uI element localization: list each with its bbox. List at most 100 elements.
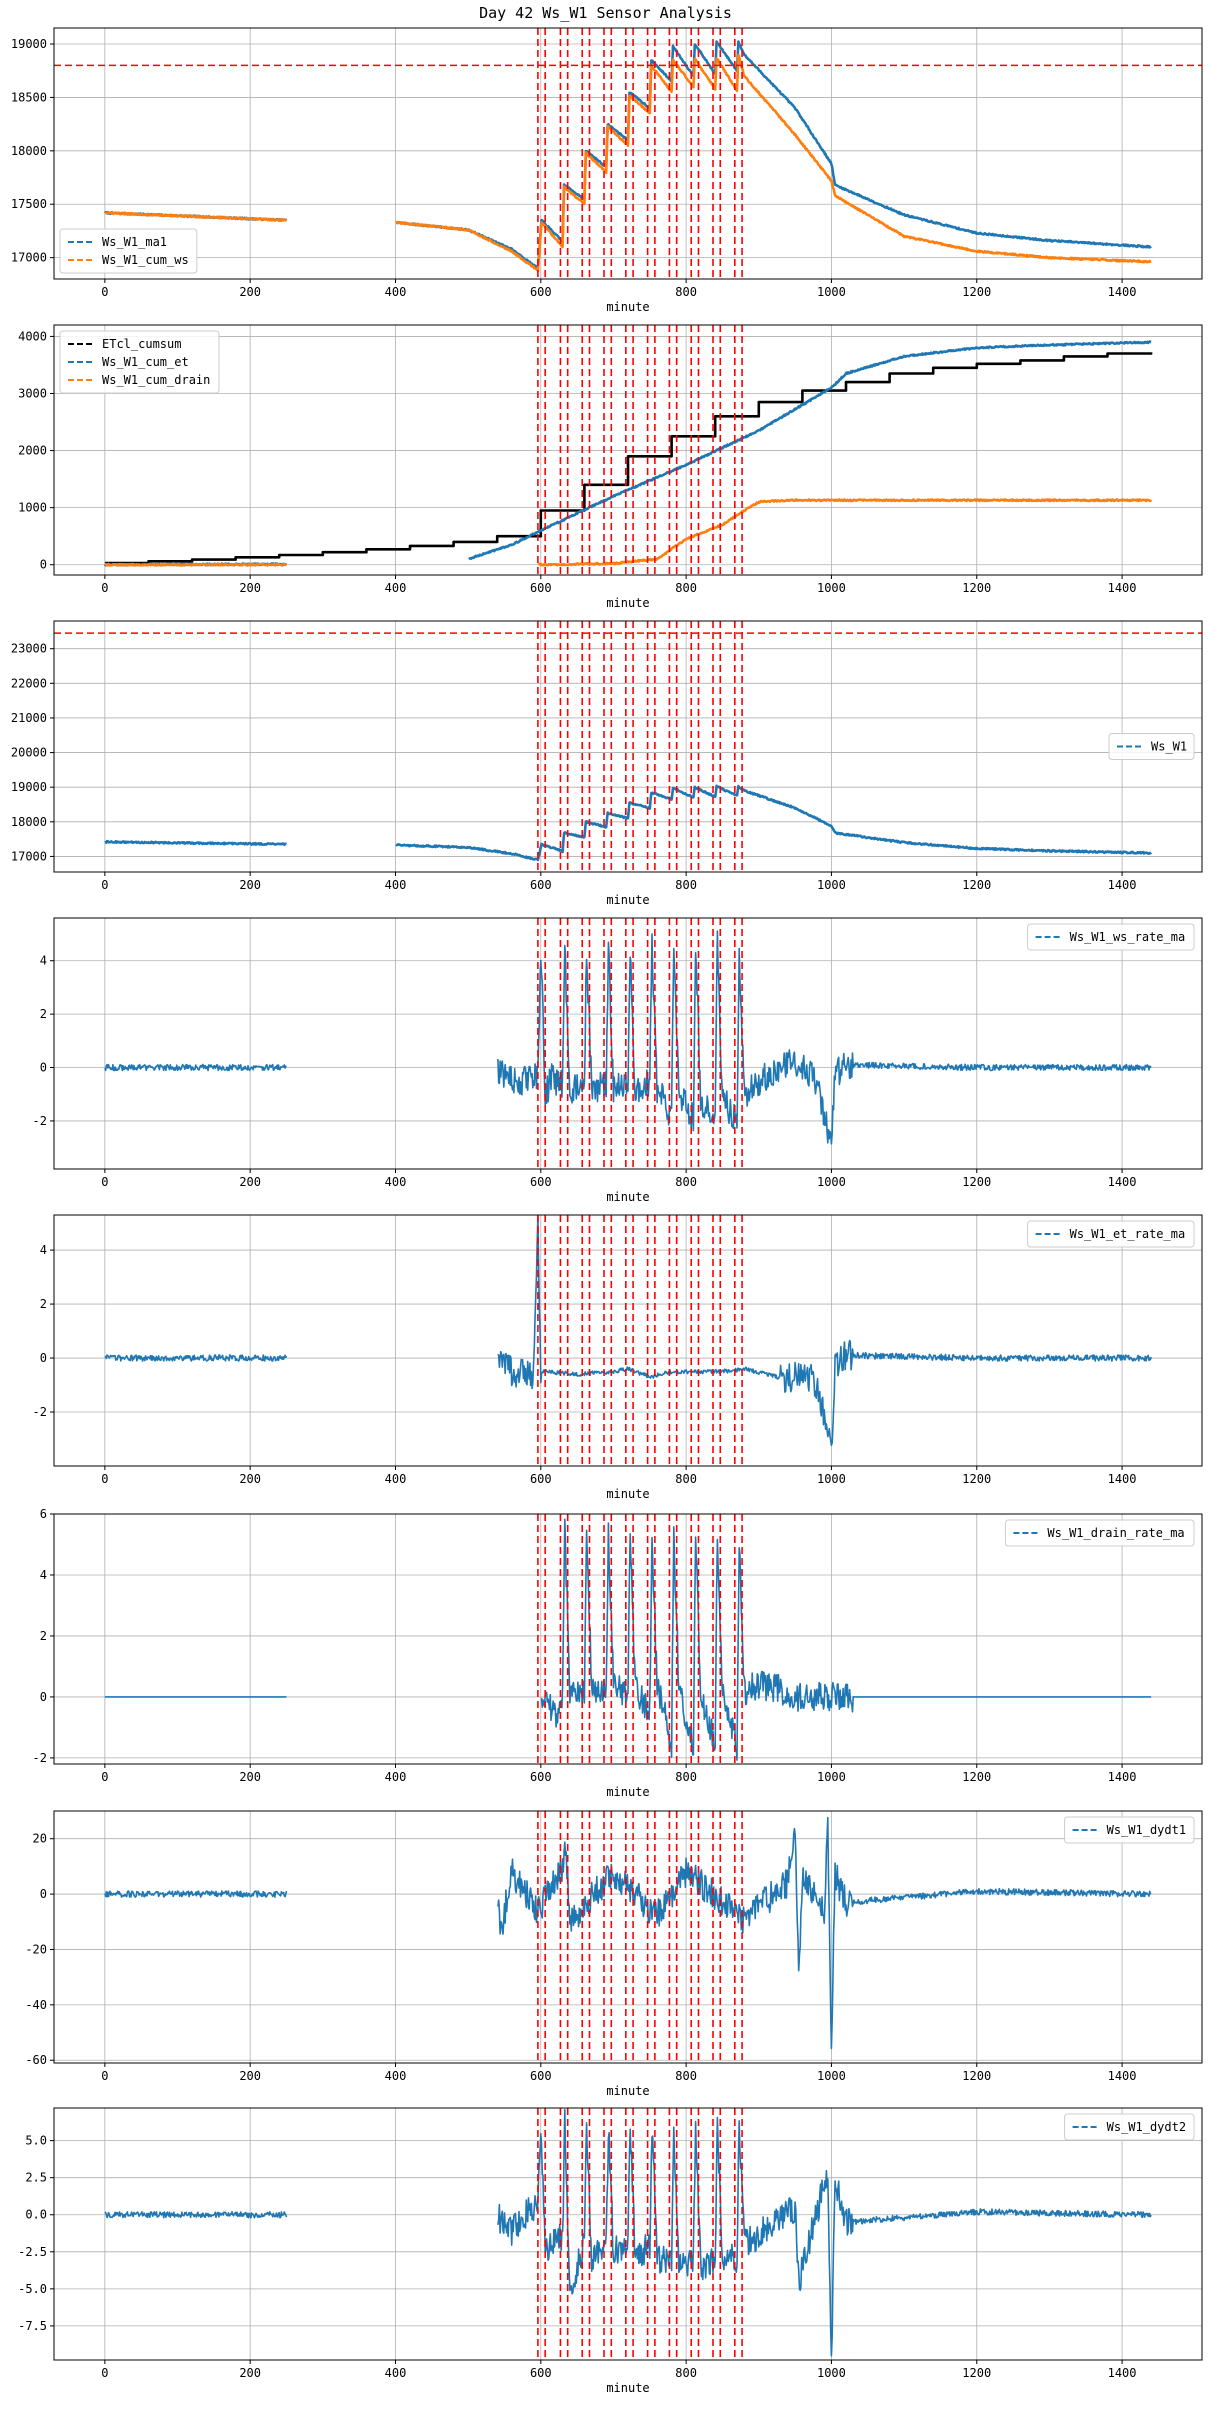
figure-title: Day 42 Ws_W1 Sensor Analysis: [479, 4, 732, 22]
x-tick-label: 1400: [1108, 1472, 1137, 1486]
x-tick-label: 1200: [962, 1175, 991, 1189]
x-tick-label: 400: [385, 285, 407, 299]
y-tick-label: 4: [40, 1243, 47, 1257]
legend-label: Ws_W1_ma1: [102, 235, 167, 249]
x-tick-label: 600: [530, 2366, 552, 2380]
y-tick-label: 0: [40, 1061, 47, 1075]
x-tick-label: 800: [675, 1472, 697, 1486]
subplot-2: 0 200 400 600 800 1000 1200 1400 0 1000 2000 3000 40…: [18, 324, 1203, 610]
x-tick-label: 600: [530, 1472, 552, 1486]
x-tick-label: 1000: [817, 285, 846, 299]
y-tick-label: 19000: [11, 780, 47, 794]
series-line-ws-w1-dydt1: [104, 1816, 1152, 2050]
x-tick-label: 1000: [817, 878, 846, 892]
series-line-ws-w1-ma1: [103, 40, 1152, 270]
x-tick-label: 0: [101, 285, 108, 299]
x-axis-label: minute: [606, 596, 649, 610]
y-tick-label: 17000: [11, 849, 47, 863]
x-tick-label: 200: [239, 878, 261, 892]
y-tick-label: 4: [40, 1568, 47, 1582]
x-tick-label: 1400: [1108, 1770, 1137, 1784]
y-tick-label: -2: [33, 1405, 47, 1419]
x-tick-label: 800: [675, 285, 697, 299]
y-tick-label: 0: [40, 1351, 47, 1365]
x-tick-label: 400: [385, 2366, 407, 2380]
legend-box: [59, 228, 198, 274]
subplot-7: 0 200 400 600 800 1000 1200 1400 -60 -40 -20 0 20 min…: [25, 1810, 1203, 2098]
x-axis-label: minute: [606, 1190, 649, 1204]
x-tick-label: 1400: [1108, 1175, 1137, 1189]
legend-box: [1004, 1519, 1195, 1547]
x-axis-label: minute: [606, 1487, 649, 1501]
y-tick-label: 18000: [11, 144, 47, 158]
legend-label: Ws_W1_dydt1: [1107, 1823, 1186, 1837]
legend-box: [1027, 1220, 1195, 1248]
x-tick-label: 600: [530, 878, 552, 892]
y-tick-label: 3000: [18, 386, 47, 400]
legend-box: [1064, 2113, 1195, 2141]
y-tick-label: 20: [33, 1832, 47, 1846]
x-tick-label: 0: [101, 878, 108, 892]
legend-label: Ws_W1_cum_drain: [102, 373, 210, 387]
x-tick-label: 800: [675, 1175, 697, 1189]
subplot-6: 0 200 400 600 800 1000 1200 1400 -2 0 2 4 6 minute Ws_…: [33, 1507, 1203, 1799]
y-tick-label: 22000: [11, 676, 47, 690]
y-tick-label: -7.5: [18, 2319, 47, 2333]
x-tick-label: 1000: [817, 581, 846, 595]
x-tick-label: 0: [101, 2366, 108, 2380]
axes-frame: [53, 1810, 1203, 2064]
x-tick-label: 400: [385, 1175, 407, 1189]
series-line-ws-w1: [104, 784, 1153, 862]
series-line-ws-w1-et-rate-ma: [104, 1214, 1152, 1446]
axes-frame: [53, 1513, 1203, 1765]
y-tick-label: 23000: [11, 642, 47, 656]
x-tick-label: 200: [239, 1175, 261, 1189]
x-tick-label: 200: [239, 581, 261, 595]
x-tick-label: 1400: [1108, 2366, 1137, 2380]
y-tick-label: -2: [33, 1751, 47, 1765]
axes-frame: [53, 324, 1203, 576]
x-tick-label: 800: [675, 1770, 697, 1784]
x-axis-label: minute: [606, 300, 649, 314]
y-tick-label: 18500: [11, 90, 47, 104]
legend: Ws_W1_dydt2: [1064, 2113, 1195, 2141]
y-tick-label: -2: [33, 1114, 47, 1128]
x-tick-label: 1400: [1108, 878, 1137, 892]
legend-box: [1108, 733, 1195, 760]
x-tick-label: 200: [239, 2366, 261, 2380]
x-tick-label: 1200: [962, 285, 991, 299]
y-tick-label: 17000: [11, 251, 47, 265]
y-tick-label: 20000: [11, 746, 47, 760]
series-line-ws-w1-cum-et: [103, 340, 1152, 567]
x-tick-label: 600: [530, 2069, 552, 2083]
series-line-etcl-cumsum: [104, 352, 1153, 565]
y-tick-label: 2.5: [25, 2171, 47, 2185]
y-tick-label: 2: [40, 1629, 47, 1643]
x-tick-label: 800: [675, 878, 697, 892]
series-line-ws-w1-drain-rate-ma: [104, 1518, 1152, 1761]
x-tick-label: 400: [385, 1472, 407, 1486]
x-tick-label: 400: [385, 1770, 407, 1784]
x-tick-label: 200: [239, 2069, 261, 2083]
legend-box: [1064, 1816, 1195, 1844]
x-tick-label: 200: [239, 1770, 261, 1784]
x-tick-label: 200: [239, 285, 261, 299]
y-tick-label: 1000: [18, 501, 47, 515]
legend-label: Ws_W1_et_rate_ma: [1070, 1227, 1186, 1241]
y-tick-label: 21000: [11, 711, 47, 725]
x-tick-label: 1200: [962, 1472, 991, 1486]
legend: Ws_W1_dydt1: [1064, 1816, 1195, 1844]
y-tick-label: -40: [25, 1998, 47, 2012]
legend-label: ETcl_cumsum: [102, 337, 181, 351]
x-tick-label: 1000: [817, 1472, 846, 1486]
subplot-4: 0 200 400 600 800 1000 1200 1400 -2 0 2 4 minute Ws_W…: [33, 917, 1203, 1204]
x-tick-label: 1400: [1108, 581, 1137, 595]
x-tick-label: 800: [675, 2366, 697, 2380]
x-tick-label: 1000: [817, 1770, 846, 1784]
legend-label: Ws_W1_cum_ws: [102, 253, 189, 267]
series-line-ws-w1-dydt2: [104, 2108, 1152, 2357]
y-tick-label: 0: [40, 558, 47, 572]
y-tick-label: 4000: [18, 329, 47, 343]
x-tick-label: 400: [385, 878, 407, 892]
series-line-ws-w1-cum-ws: [104, 53, 1152, 273]
